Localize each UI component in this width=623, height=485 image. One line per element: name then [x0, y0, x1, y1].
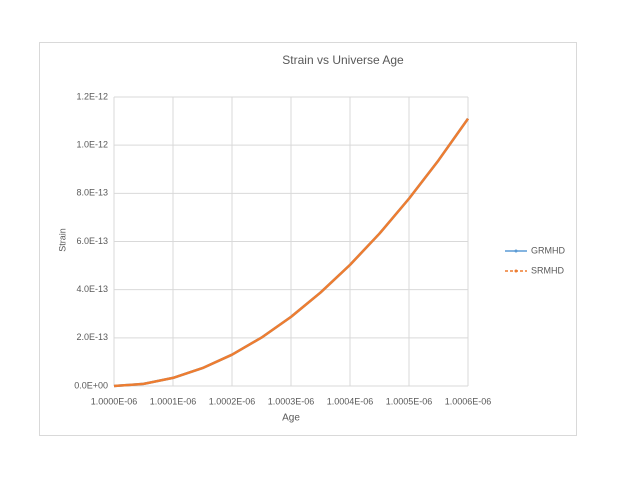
y-tick-label: 8.0E-13	[76, 188, 108, 198]
y-tick-label: 2.0E-13	[76, 332, 108, 342]
x-tick-label: 1.0000E-06	[91, 396, 138, 406]
legend-marker	[514, 249, 518, 253]
y-axis-title: Strain	[57, 228, 67, 252]
chart-frame	[39, 42, 577, 436]
legend-label: GRMHD	[531, 245, 565, 255]
x-axis-title: Age	[282, 413, 300, 424]
x-tick-label: 1.0005E-06	[386, 396, 433, 406]
x-tick-label: 1.0001E-06	[150, 396, 197, 406]
y-tick-label: 4.0E-13	[76, 284, 108, 294]
x-tick-label: 1.0006E-06	[445, 396, 492, 406]
legend-marker	[514, 269, 518, 273]
y-tick-label: 6.0E-13	[76, 236, 108, 246]
legend-label: SRMHD	[531, 265, 564, 275]
y-tick-label: 1.2E-12	[76, 91, 108, 101]
y-tick-label: 1.0E-12	[76, 140, 108, 150]
series-line	[113, 117, 470, 388]
x-tick-label: 1.0004E-06	[327, 396, 374, 406]
x-tick-label: 1.0003E-06	[268, 396, 315, 406]
chart-title: Strain vs Universe Age	[282, 53, 404, 67]
x-tick-label: 1.0002E-06	[209, 396, 256, 406]
y-tick-label: 0.0E+00	[74, 380, 108, 390]
